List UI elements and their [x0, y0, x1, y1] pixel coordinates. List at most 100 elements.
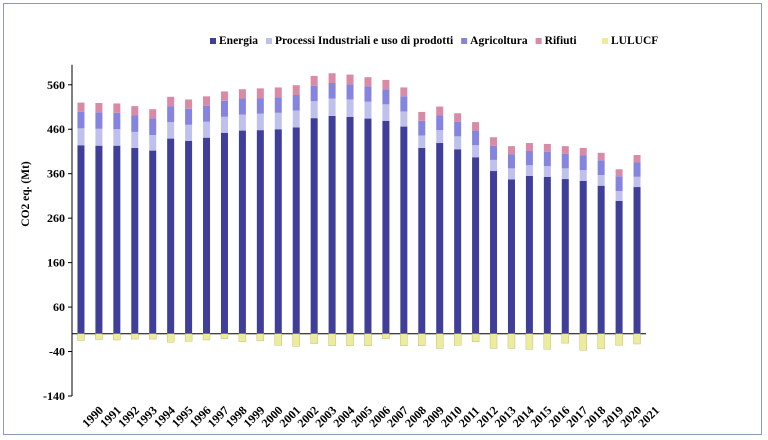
legend-swatch [265, 38, 272, 44]
chart-frame: Energia Processi Industriali e uso di pro… [3, 3, 762, 435]
bar-group-2018 [579, 147, 587, 351]
bar-energia-2009 [418, 147, 426, 334]
bar-group-2009 [418, 111, 426, 346]
bar-energia-1996 [185, 140, 193, 334]
legend-label: Agricoltura [470, 35, 528, 47]
bar-lulucf-2001 [274, 333, 282, 346]
y-tick-label: 260 [47, 211, 65, 225]
bar-processi-industriali-e-uso-di-prodotti-2005 [346, 99, 354, 117]
bar-agricoltura-2012 [472, 130, 480, 146]
bar-rifiuti-1999 [238, 89, 246, 99]
bar-processi-industriali-e-uso-di-prodotti-2019 [597, 175, 605, 186]
bar-group-2015 [525, 143, 534, 350]
bar-agricoltura-2019 [597, 160, 605, 176]
bar-agricoltura-1999 [238, 98, 246, 115]
bar-lulucf-1997 [202, 333, 211, 341]
bar-rifiuti-1996 [185, 99, 193, 109]
bar-group-1996 [184, 99, 193, 342]
bar-energia-2021 [633, 187, 641, 334]
bar-energia-2018 [579, 180, 587, 334]
bar-agricoltura-2020 [615, 176, 623, 192]
bar-processi-industriali-e-uso-di-prodotti-1990 [77, 128, 85, 146]
bar-rifiuti-2012 [472, 122, 480, 131]
bar-agricoltura-2004 [328, 83, 336, 99]
bar-energia-1993 [131, 147, 139, 334]
bar-group-2011 [453, 113, 462, 346]
bar-agricoltura-1997 [203, 105, 211, 122]
bar-rifiuti-2016 [543, 143, 551, 152]
bar-group-1998 [220, 91, 229, 339]
bar-lulucf-1995 [166, 333, 175, 343]
bar-group-1999 [238, 89, 247, 342]
bar-agricoltura-2015 [525, 151, 533, 166]
bar-processi-industriali-e-uso-di-prodotti-1991 [95, 128, 103, 146]
bar-lulucf-2016 [543, 333, 552, 350]
bar-energia-2020 [615, 200, 623, 334]
bar-lulucf-2010 [436, 333, 444, 349]
bar-processi-industriali-e-uso-di-prodotti-2018 [579, 170, 587, 181]
bar-processi-industriali-e-uso-di-prodotti-2003 [310, 101, 318, 119]
bar-processi-industriali-e-uso-di-prodotti-2001 [274, 112, 282, 130]
bar-rifiuti-2021 [633, 155, 641, 163]
bar-group-2007 [382, 79, 390, 339]
legend-swatch [602, 38, 608, 44]
bar-processi-industriali-e-uso-di-prodotti-2006 [364, 101, 372, 119]
bar-processi-industriali-e-uso-di-prodotti-2012 [472, 145, 480, 158]
bar-agricoltura-2007 [382, 89, 390, 105]
bar-agricoltura-2003 [310, 85, 318, 102]
bar-energia-2016 [543, 176, 551, 334]
legend-label: LULUCF [611, 35, 658, 47]
bar-rifiuti-2003 [310, 75, 318, 86]
bar-group-1997 [202, 96, 211, 341]
y-axis-title: CO2 eq. (Mt) [20, 161, 32, 227]
bar-rifiuti-1995 [167, 96, 175, 107]
legend-item-agricoltura: Agricoltura [461, 35, 528, 47]
bar-processi-industriali-e-uso-di-prodotti-1997 [203, 121, 211, 138]
bar-lulucf-2018 [579, 333, 587, 351]
bar-rifiuti-2009 [418, 111, 426, 121]
bar-energia-2007 [382, 120, 390, 334]
y-tick-label: 460 [47, 122, 65, 136]
bar-lulucf-2006 [364, 333, 372, 346]
bar-lulucf-2013 [489, 333, 498, 349]
legend-item-rifiuti: Rifiuti [535, 35, 578, 47]
bar-lulucf-1999 [238, 333, 247, 342]
legend-item-energia: Energia [210, 35, 258, 47]
bar-lulucf-2014 [507, 333, 516, 349]
bar-group-1994 [149, 109, 157, 340]
bar-agricoltura-2017 [561, 153, 569, 169]
bar-rifiuti-2011 [454, 113, 462, 122]
legend-label: Rifiuti [545, 35, 578, 47]
bar-group-2003 [310, 75, 318, 344]
bar-rifiuti-2008 [400, 87, 408, 97]
bar-group-2005 [346, 74, 354, 346]
bar-lulucf-1991 [95, 333, 103, 340]
bar-processi-industriali-e-uso-di-prodotti-2013 [490, 159, 498, 172]
bar-rifiuti-2018 [579, 147, 587, 156]
bar-energia-2000 [256, 130, 264, 334]
bar-processi-industriali-e-uso-di-prodotti-2002 [292, 110, 300, 128]
bar-energia-2008 [400, 126, 408, 334]
bar-lulucf-2012 [471, 333, 480, 342]
bar-rifiuti-1993 [131, 106, 139, 116]
bar-processi-industriali-e-uso-di-prodotti-1994 [149, 135, 157, 151]
bar-lulucf-1998 [220, 333, 229, 339]
bar-agricoltura-2021 [633, 162, 641, 177]
bar-rifiuti-1997 [203, 96, 211, 106]
bar-rifiuti-1992 [113, 103, 121, 113]
bar-agricoltura-2009 [418, 120, 426, 136]
bar-agricoltura-2000 [256, 98, 264, 114]
legend-swatch [461, 38, 468, 44]
bar-energia-2012 [472, 157, 480, 334]
bar-energia-2001 [274, 129, 282, 334]
x-axis: 1990199119921993199419951996199719981999… [79, 403, 662, 430]
bar-group-2012 [471, 122, 480, 342]
bar-agricoltura-1993 [131, 115, 139, 132]
y-tick-label: 560 [47, 78, 65, 92]
bar-rifiuti-2017 [561, 146, 569, 154]
bar-processi-industriali-e-uso-di-prodotti-2000 [256, 113, 264, 131]
bar-agricoltura-1995 [167, 106, 175, 123]
bar-processi-industriali-e-uso-di-prodotti-2009 [418, 135, 426, 148]
bar-rifiuti-2014 [507, 146, 515, 155]
bar-processi-industriali-e-uso-di-prodotti-2017 [561, 168, 569, 180]
